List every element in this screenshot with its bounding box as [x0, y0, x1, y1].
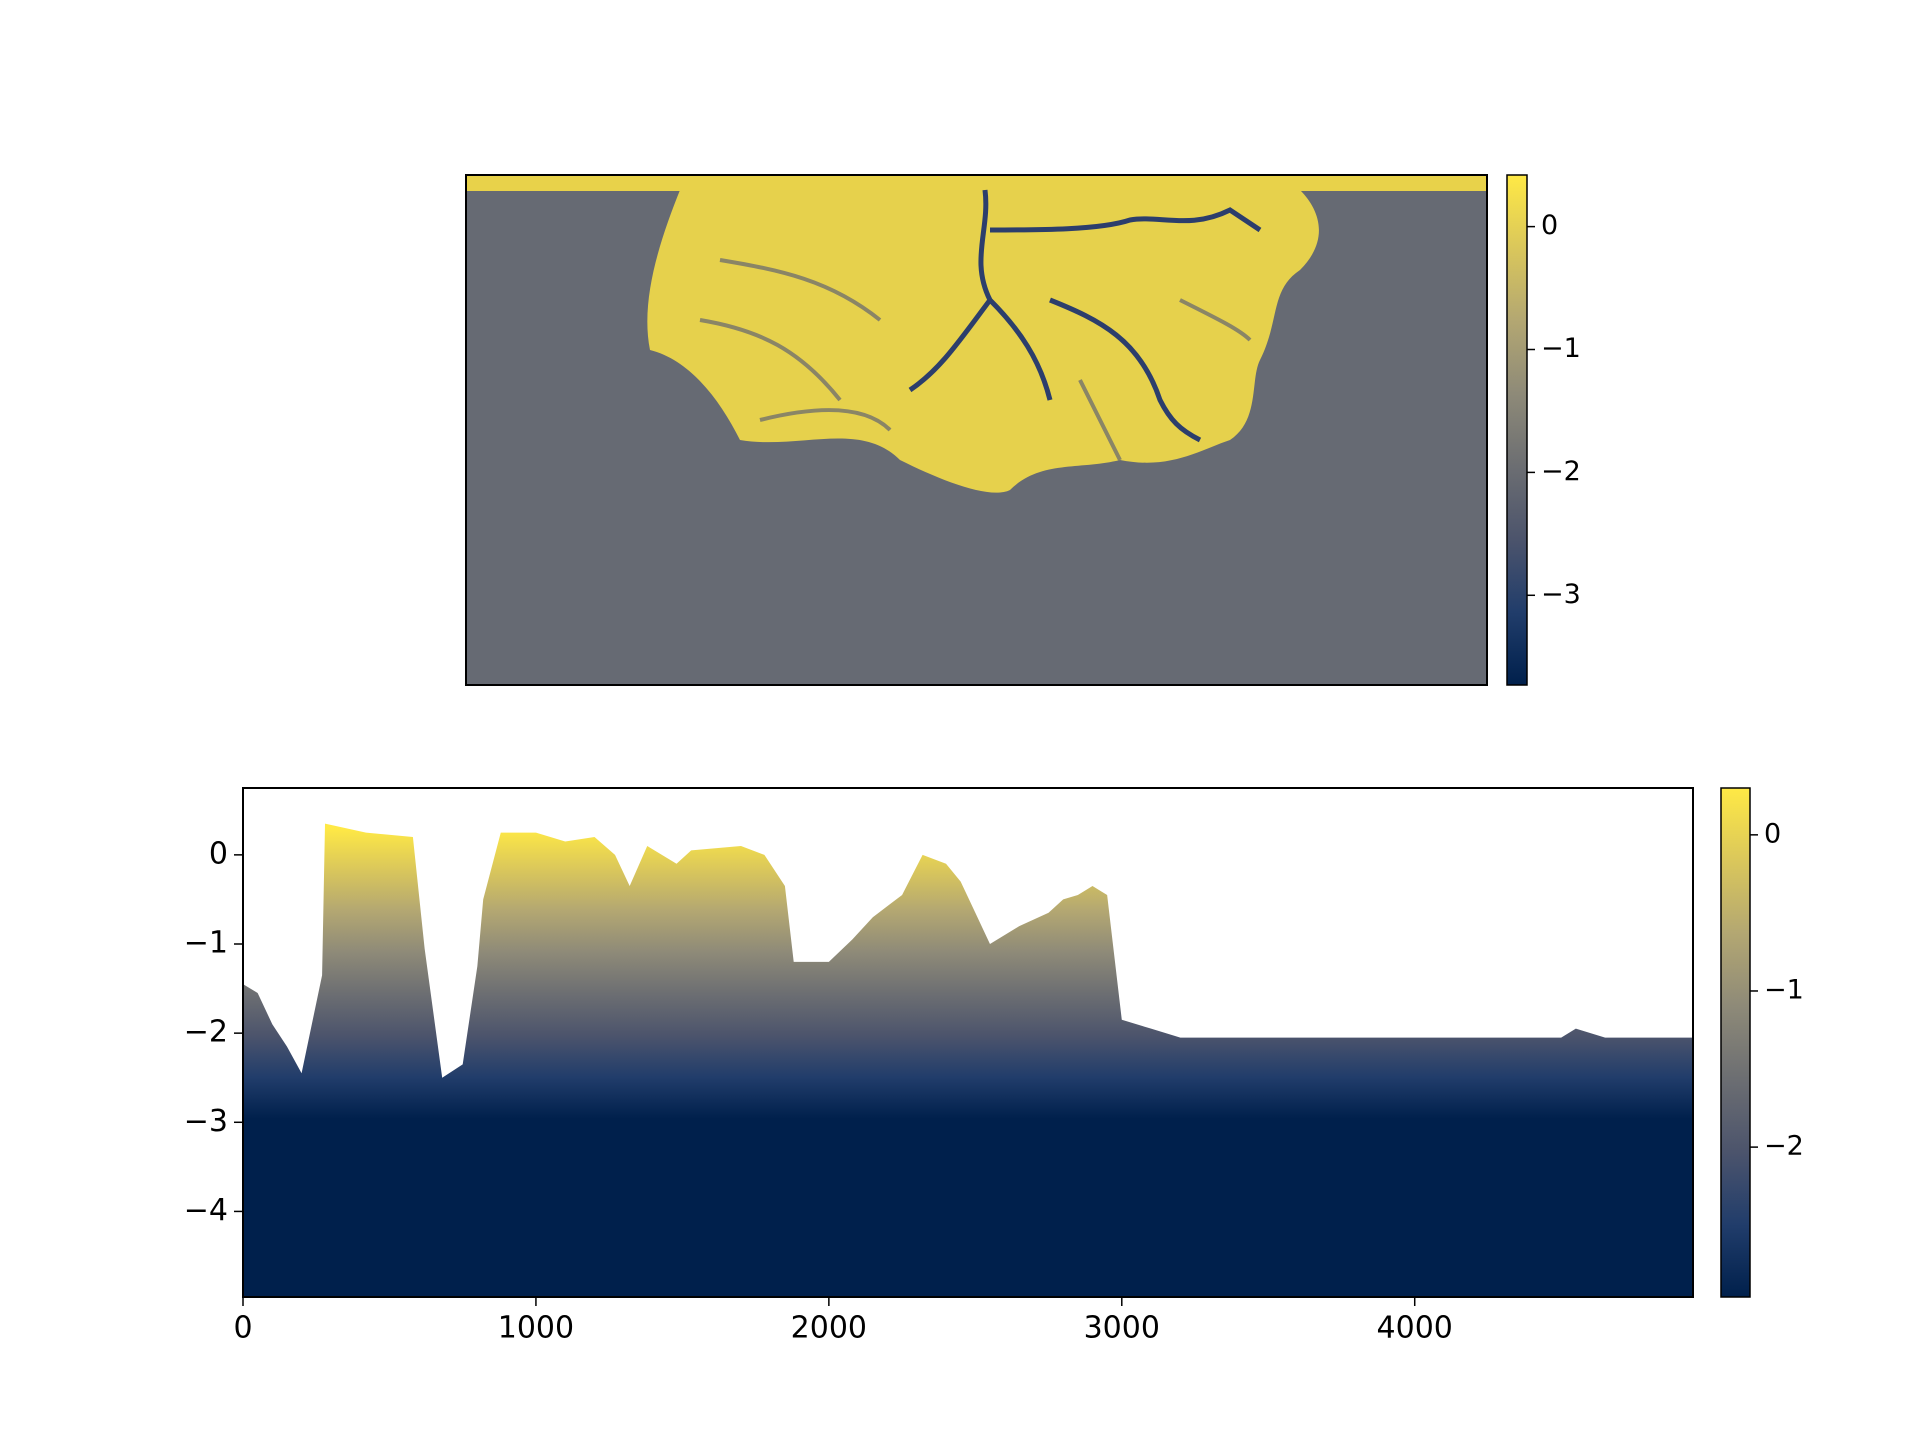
colorbar-tick-label: −2 — [1541, 456, 1581, 487]
x-tick-label: 4000 — [1377, 1311, 1453, 1346]
y-tick-label: −1 — [184, 925, 228, 960]
section-plot — [243, 823, 1693, 1297]
colorbar-tick-label: 0 — [1764, 818, 1781, 849]
colorbar-tick-label: 0 — [1541, 210, 1558, 241]
section-frame — [242, 787, 1694, 1298]
colorbar — [1507, 175, 1527, 685]
colorbar-frame — [1506, 174, 1528, 686]
colorbar — [1721, 788, 1750, 1297]
x-tick-label: 1000 — [498, 1311, 574, 1346]
y-tick-label: −3 — [184, 1104, 228, 1139]
image-frame — [465, 174, 1488, 686]
stratigraphy — [243, 823, 1693, 1297]
x-tick-label: 2000 — [791, 1311, 867, 1346]
colorbar-tick-label: −3 — [1541, 579, 1581, 610]
colorbar-tick-label: −1 — [1541, 333, 1581, 364]
y-tick-label: −4 — [184, 1193, 228, 1228]
y-tick-label: −2 — [184, 1015, 228, 1050]
colorbar-tick-label: −2 — [1764, 1131, 1804, 1162]
x-tick-label: 3000 — [1084, 1311, 1160, 1346]
y-tick-label: 0 — [209, 836, 228, 871]
delta-image — [466, 175, 1487, 685]
x-tick-label: 0 — [233, 1311, 252, 1346]
colorbar-tick-label: −1 — [1764, 974, 1804, 1005]
colorbar-frame — [1720, 787, 1751, 1298]
